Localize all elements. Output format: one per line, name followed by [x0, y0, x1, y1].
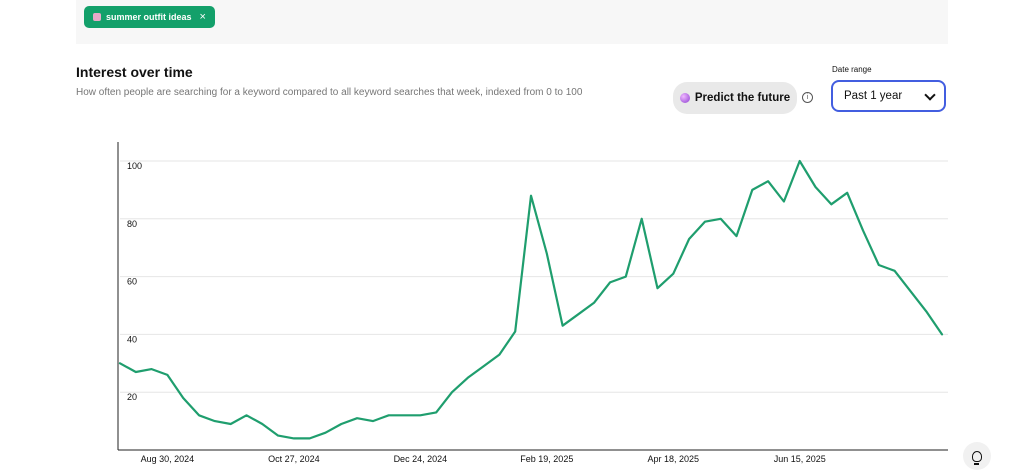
data-point [783, 200, 785, 202]
y-tick-label: 100 [127, 161, 142, 171]
filter-bar [76, 0, 948, 44]
data-point [688, 238, 690, 240]
data-point [830, 203, 832, 205]
data-point [909, 290, 911, 292]
data-point [814, 186, 816, 188]
data-point [277, 434, 279, 436]
predict-future-button[interactable]: Predict the future [673, 82, 797, 114]
filter-chip-label: summer outfit ideas [106, 12, 192, 22]
data-point [577, 313, 579, 315]
data-point [719, 218, 721, 220]
data-point [704, 220, 706, 222]
data-point [751, 189, 753, 191]
section-title: Interest over time [76, 64, 193, 80]
data-point [735, 235, 737, 237]
y-tick-label: 20 [127, 392, 137, 402]
data-point [372, 420, 374, 422]
data-point [150, 368, 152, 370]
data-point [546, 252, 548, 254]
predict-future-label: Predict the future [694, 92, 791, 104]
data-point [846, 192, 848, 194]
data-point [293, 437, 295, 439]
info-icon[interactable]: i [802, 92, 813, 103]
data-point [451, 391, 453, 393]
data-point [308, 437, 310, 439]
dress-emoji-icon [93, 13, 101, 21]
close-icon[interactable]: × [199, 10, 206, 23]
data-point [878, 264, 880, 266]
data-point [482, 365, 484, 367]
data-point [640, 218, 642, 220]
data-point [356, 417, 358, 419]
data-point [435, 411, 437, 413]
crystal-ball-icon [679, 93, 690, 103]
data-point [135, 371, 137, 373]
x-tick-label: Dec 24, 2024 [394, 454, 448, 464]
data-point [893, 270, 895, 272]
x-tick-label: Feb 19, 2025 [520, 454, 573, 464]
data-point [340, 423, 342, 425]
data-point [261, 423, 263, 425]
series-line [118, 159, 944, 440]
date-range-select[interactable]: Past 1 year [831, 80, 946, 112]
data-point [530, 194, 532, 196]
data-point [198, 414, 200, 416]
section-subtitle: How often people are searching for a key… [76, 87, 583, 98]
data-point [324, 431, 326, 433]
data-point [214, 420, 216, 422]
data-point [941, 333, 943, 335]
data-point [419, 414, 421, 416]
y-tick-label: 60 [127, 277, 137, 287]
data-point [767, 180, 769, 182]
data-point [625, 275, 627, 277]
data-point [182, 397, 184, 399]
data-point [925, 310, 927, 312]
data-point [245, 414, 247, 416]
data-point [609, 281, 611, 283]
data-point [388, 414, 390, 416]
data-point [403, 414, 405, 416]
data-point [656, 287, 658, 289]
date-range-value: Past 1 year [844, 90, 903, 102]
data-point [498, 353, 500, 355]
data-point [514, 330, 516, 332]
data-point [119, 362, 121, 364]
y-tick-label: 80 [127, 219, 137, 229]
lightbulb-icon [972, 450, 982, 465]
data-point [467, 377, 469, 379]
data-point [166, 374, 168, 376]
data-point [799, 160, 801, 162]
filter-chip-summer-outfit-ideas[interactable]: summer outfit ideas × [84, 6, 215, 28]
data-point [561, 325, 563, 327]
x-tick-label: Jun 15, 2025 [774, 454, 826, 464]
date-range-label: Date range [832, 65, 872, 74]
y-tick-label: 40 [127, 334, 137, 344]
data-point [593, 301, 595, 303]
assistant-button[interactable] [963, 442, 991, 470]
x-tick-label: Apr 18, 2025 [647, 454, 699, 464]
data-point [672, 273, 674, 275]
x-tick-label: Oct 27, 2024 [268, 454, 320, 464]
data-point [862, 229, 864, 231]
data-point [229, 423, 231, 425]
x-tick-label: Aug 30, 2024 [141, 454, 195, 464]
